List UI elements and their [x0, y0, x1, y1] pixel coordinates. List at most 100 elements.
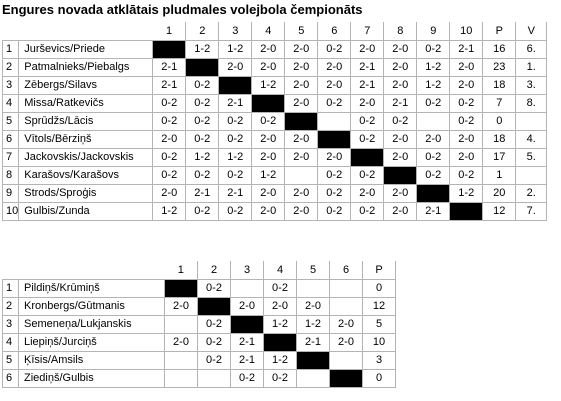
score-cell [329, 278, 363, 298]
score-cell: 1-2 [416, 57, 451, 77]
diagonal-blank-cell [251, 93, 286, 113]
page-title: Engures novada atklātais pludmales volej… [2, 2, 363, 17]
diagonal-blank-cell [152, 39, 187, 59]
score-cell: 2-0 [449, 147, 484, 167]
column-header: 3 [230, 261, 264, 280]
score-cell: 2-0 [152, 183, 187, 203]
score-cell [317, 111, 352, 131]
results-table-main: 1 2 3 4 5 6 7 8 9 10 P V 1 Jurševics/Priede 1-2 1-2 2-0 2… [1, 22, 548, 221]
score-cell: 4. [515, 129, 548, 149]
score-cell: 2-0 [383, 57, 418, 77]
score-cell: 1-2 [185, 147, 220, 167]
score-cell: 0-2 [350, 111, 385, 131]
score-cell: 7 [482, 93, 517, 113]
score-cell: 0-2 [317, 93, 352, 113]
score-cell: 0-2 [416, 93, 451, 113]
score-cell: 1-2 [218, 147, 253, 167]
score-cell: 0-2 [251, 111, 286, 131]
row-number: 7 [1, 147, 20, 167]
score-cell: 2-1 [218, 183, 253, 203]
column-header: 4 [263, 261, 297, 280]
score-cell: 0-2 [230, 368, 264, 388]
score-cell [515, 165, 548, 185]
score-cell: 2-0 [416, 129, 451, 149]
column-header: 8 [383, 22, 418, 41]
diagonal-blank-cell [218, 75, 253, 95]
score-cell: 2-0 [317, 75, 352, 95]
column-header: 2 [185, 22, 220, 41]
score-cell: 2-1 [230, 332, 264, 352]
score-cell: 2-0 [218, 57, 253, 77]
score-cell: 0-2 [416, 39, 451, 59]
diagonal-blank-cell [449, 201, 484, 221]
table-row: 1 Pildiņš/Krūmiņš 0-2 0-2 0 [2, 278, 396, 298]
column-header: V [515, 22, 548, 41]
score-cell: 0-2 [152, 165, 187, 185]
team-name: Jurševics/Priede [18, 39, 154, 59]
team-name: Liepiņš/Jurciņš [18, 332, 165, 352]
column-header: 5 [284, 22, 319, 41]
score-cell: 2-0 [317, 147, 352, 167]
score-cell: 2-0 [251, 57, 286, 77]
score-cell: 0-2 [185, 93, 220, 113]
score-cell: 2-0 [383, 75, 418, 95]
score-cell: 1 [482, 165, 517, 185]
score-cell: 2-1 [218, 93, 253, 113]
column-header: 6 [317, 22, 352, 41]
score-cell: 2-1 [383, 93, 418, 113]
team-name: Kronbergs/Gūtmanis [18, 296, 165, 316]
table-row: 6 Vītols/Bērziņš 2-0 0-2 0-2 2-0 2-0 0-2 2-0 2-0 2… [1, 129, 548, 149]
score-cell [416, 111, 451, 131]
score-cell: 0-2 [218, 111, 253, 131]
score-cell: 0 [482, 111, 517, 131]
table-row: 5 Sprūdžs/Lācis 0-2 0-2 0-2 0-2 0-2 0-2 0-2 0 [1, 111, 548, 131]
score-cell: 2-0 [284, 93, 319, 113]
row-number: 4 [1, 93, 20, 113]
score-cell: 2-0 [449, 129, 484, 149]
score-cell: 2-0 [383, 39, 418, 59]
diagonal-blank-cell [230, 314, 264, 334]
score-cell: 0-2 [416, 147, 451, 167]
team-name: Semeneņa/Lukjanskis [18, 314, 165, 334]
diagonal-blank-cell [164, 278, 198, 298]
table-row: 10 Gulbis/Zunda 1-2 0-2 0-2 2-0 2-0 0-2 0-2 2-0 2-… [1, 201, 548, 221]
diagonal-blank-cell [284, 111, 319, 131]
score-cell: 2-0 [329, 332, 363, 352]
score-cell: 12 [482, 201, 517, 221]
score-cell: 2-0 [284, 129, 319, 149]
table-row: 8 Karašovs/Karašovs 0-2 0-2 0-2 1-2 0-2 0-2 0-2 0… [1, 165, 548, 185]
column-header: 1 [152, 22, 187, 41]
score-cell: 2-1 [296, 332, 330, 352]
score-cell: 18 [482, 129, 517, 149]
score-cell: 2-0 [296, 296, 330, 316]
row-number: 1 [2, 278, 19, 298]
score-cell: 2-0 [449, 75, 484, 95]
score-cell [164, 314, 198, 334]
score-cell: 23 [482, 57, 517, 77]
score-cell: 0-2 [317, 201, 352, 221]
score-cell [296, 278, 330, 298]
score-cell: 1-2 [263, 350, 297, 370]
corner-cell [3, 22, 19, 40]
score-cell: 2-0 [152, 129, 187, 149]
row-number: 5 [2, 350, 19, 370]
score-cell: 0-2 [152, 93, 187, 113]
row-number: 9 [1, 183, 20, 203]
score-cell: 0-2 [350, 129, 385, 149]
score-cell: 2-0 [164, 332, 198, 352]
diagonal-blank-cell [296, 350, 330, 370]
score-cell: 2-0 [284, 201, 319, 221]
score-cell: 0-2 [185, 111, 220, 131]
column-header: 4 [251, 22, 286, 41]
team-name: Pildiņš/Krūmiņš [18, 278, 165, 298]
score-cell: 2-1 [416, 201, 451, 221]
corner-cell [19, 261, 165, 279]
score-cell: 1-2 [152, 201, 187, 221]
score-cell: 1-2 [296, 314, 330, 334]
score-cell: 0-2 [185, 129, 220, 149]
score-cell: 0-2 [185, 201, 220, 221]
team-name: Strods/Sproģis [18, 183, 154, 203]
score-cell: 7. [515, 201, 548, 221]
corner-cell [3, 261, 19, 279]
row-number: 6 [2, 368, 19, 388]
